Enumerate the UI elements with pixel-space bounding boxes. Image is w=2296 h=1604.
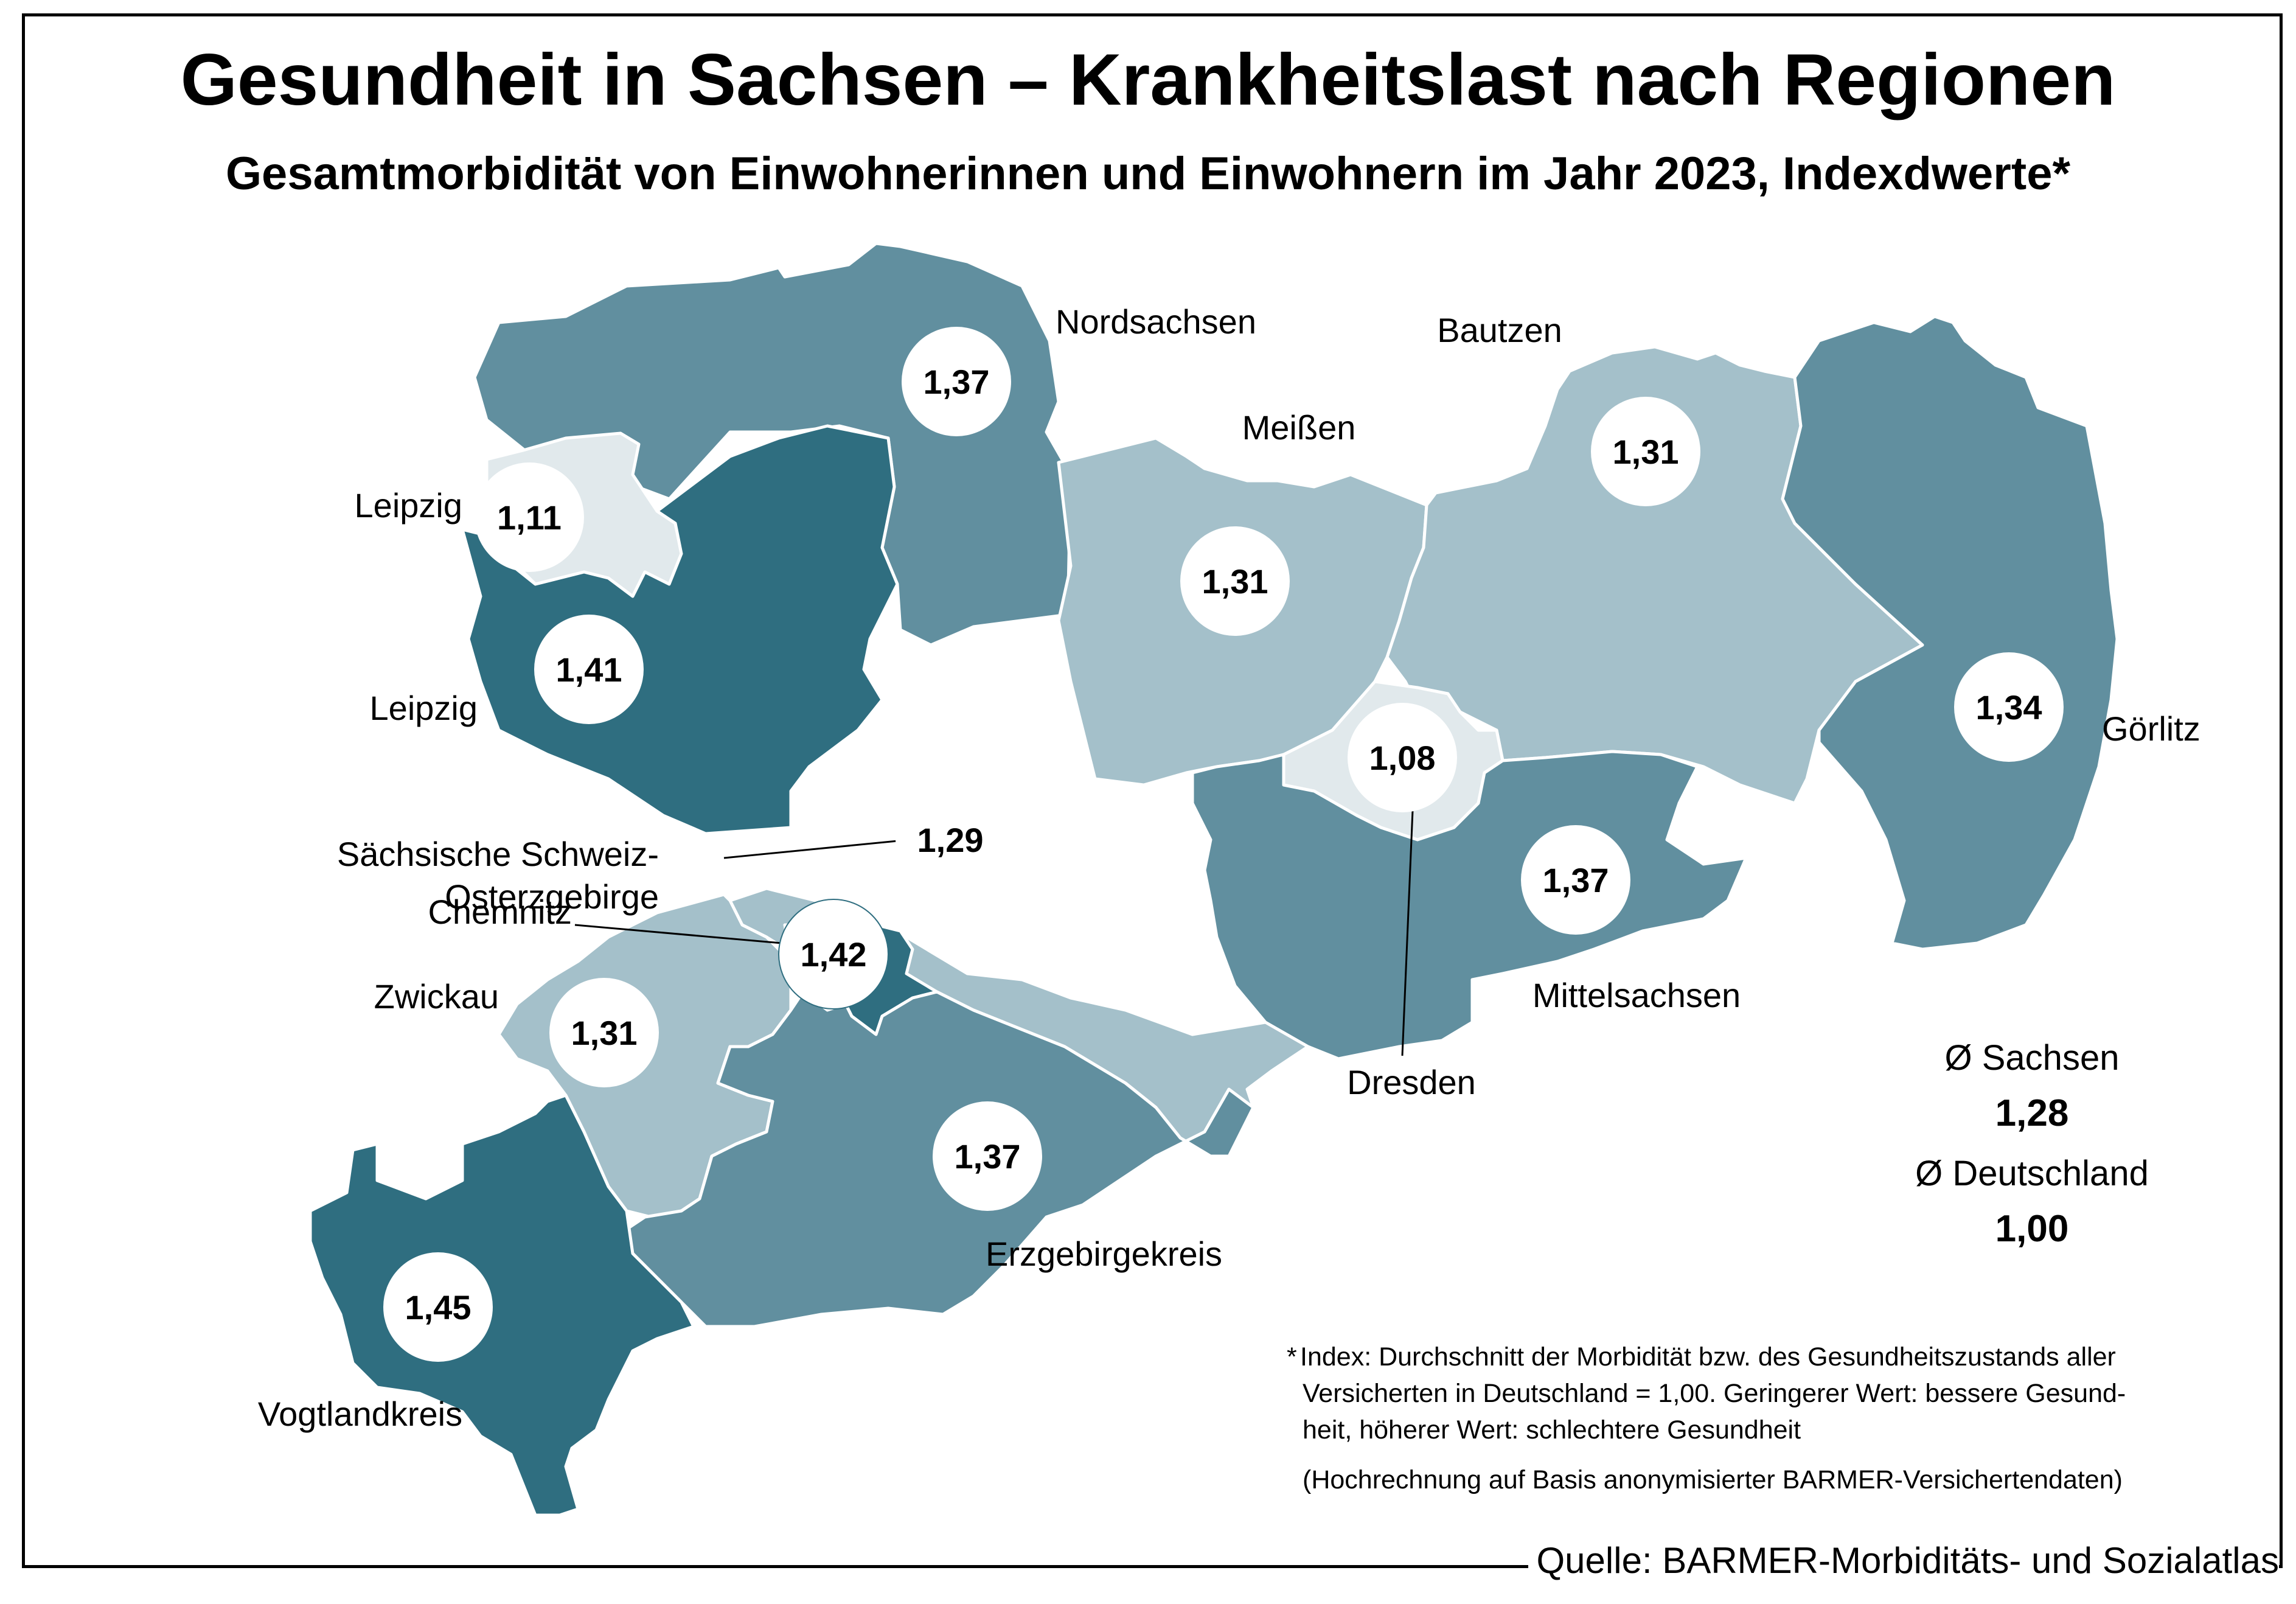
value-label-sächsische-schweiz-osterzgebirge-8: 1,29 <box>917 821 984 859</box>
value-badge-dresden-6 <box>1348 703 1457 812</box>
footnote-marker: * <box>1287 1342 1297 1372</box>
region-name-leipzig-2: Leipzig <box>370 689 478 727</box>
value-label-bautzen-4: 1,31 <box>1613 433 1679 471</box>
value-badge-mittelsachsen-7 <box>1521 825 1630 935</box>
value-label-leipzig-1: 1,11 <box>497 498 562 537</box>
footnote-line-3: heit, höherer Wert: schlechtere Gesundhe… <box>1303 1415 1801 1445</box>
value-badge-görlitz-5 <box>1954 652 2064 762</box>
value-badge-erzgebirgekreis-11 <box>933 1101 1042 1211</box>
value-label-vogtlandkreis-12: 1,45 <box>405 1288 471 1327</box>
footnote: * Index: Durchschnitt der Morbidität bzw… <box>1287 1339 2126 1498</box>
average-sachsen-label: Ø Sachsen <box>1944 1038 2120 1078</box>
region-name-erzgebirgekreis-11: Erzgebirgekreis <box>986 1235 1222 1273</box>
region-görlitz-5 <box>1781 315 2119 951</box>
region-name-sächsische-schweiz-osterzgebirge-8-line-1: Sächsische Schweiz- <box>337 835 659 873</box>
average-sachsen: Ø Sachsen 1,28 <box>1849 1037 2214 1135</box>
chart-frame <box>22 13 2283 1568</box>
average-deutschland: Ø Deutschland 1,00 <box>1849 1153 2214 1250</box>
value-label-görlitz-5: 1,34 <box>1976 688 2042 727</box>
value-badge-leipzig-2 <box>534 615 644 724</box>
value-badge-sächsische-schweiz-osterzgebirge-8 <box>896 785 1005 894</box>
average-sachsen-value: 1,28 <box>1995 1092 2069 1134</box>
footnote-note: (Hochrechnung auf Basis anonymisierter B… <box>1303 1465 2123 1494</box>
region-name-vogtlandkreis-12: Vogtlandkreis <box>258 1395 462 1433</box>
region-mittelsachsen-7 <box>1191 750 1748 1061</box>
region-name-mittelsachsen-7: Mittelsachsen <box>1532 976 1741 1014</box>
region-name-meißen-3: Meißen <box>1242 408 1356 447</box>
map-title: Gesundheit in Sachsen – Krankheitslast n… <box>180 39 2116 120</box>
average-deutschland-value: 1,00 <box>1995 1208 2069 1250</box>
region-name-chemnitz-9: Chemnitz <box>428 893 572 931</box>
leader-line-chemnitz <box>574 924 782 944</box>
region-name-bautzen-4: Bautzen <box>1437 311 1562 349</box>
value-badge-meißen-3 <box>1180 526 1290 636</box>
value-badge-nordsachsen-0 <box>902 327 1011 436</box>
leader-line-mittelsachsen <box>723 840 898 859</box>
value-label-nordsachsen-0: 1,37 <box>924 363 990 401</box>
value-badge-leipzig-1 <box>475 462 584 572</box>
region-name-görlitz-5: Görlitz <box>2102 710 2200 748</box>
value-label-leipzig-2: 1,41 <box>556 650 622 689</box>
region-name-sächsische-schweiz-osterzgebirge-8-line-2: Osterzgebirge <box>445 877 659 916</box>
map-subtitle: Gesamtmorbidität von Einwohnerinnen und … <box>225 148 2071 200</box>
region-name-zwickau-10: Zwickau <box>374 977 499 1016</box>
value-label-mittelsachsen-7: 1,37 <box>1543 861 1609 899</box>
value-label-chemnitz-9: 1,42 <box>801 935 867 974</box>
value-label-zwickau-10: 1,31 <box>571 1014 638 1052</box>
region-name-dresden-6: Dresden <box>1347 1063 1476 1101</box>
region-vogtlandkreis-12 <box>308 1093 695 1517</box>
value-badge-bautzen-4 <box>1591 397 1700 506</box>
value-label-meißen-3: 1,31 <box>1202 562 1268 601</box>
region-leipzig-2 <box>461 424 899 835</box>
source-credit: Quelle: BARMER-Morbiditäts- und Sozialat… <box>1528 1539 2279 1581</box>
footnote-line-2: Versicherten in Deutschland = 1,00. Geri… <box>1303 1379 2126 1408</box>
leader-line-dresden <box>1401 810 1414 1056</box>
average-deutschland-label: Ø Deutschland <box>1915 1154 2149 1193</box>
value-label-dresden-6: 1,08 <box>1369 739 1436 777</box>
value-badge-vogtlandkreis-12 <box>383 1252 493 1362</box>
value-label-erzgebirgekreis-11: 1,37 <box>955 1137 1021 1176</box>
footnote-line-1: Index: Durchschnitt der Morbidität bzw. … <box>1300 1342 2116 1372</box>
region-name-leipzig-1: Leipzig <box>355 486 462 525</box>
region-name-nordsachsen-0: Nordsachsen <box>1056 302 1256 341</box>
value-badge-zwickau-10 <box>549 978 659 1087</box>
value-badge-chemnitz-9 <box>778 899 889 1009</box>
